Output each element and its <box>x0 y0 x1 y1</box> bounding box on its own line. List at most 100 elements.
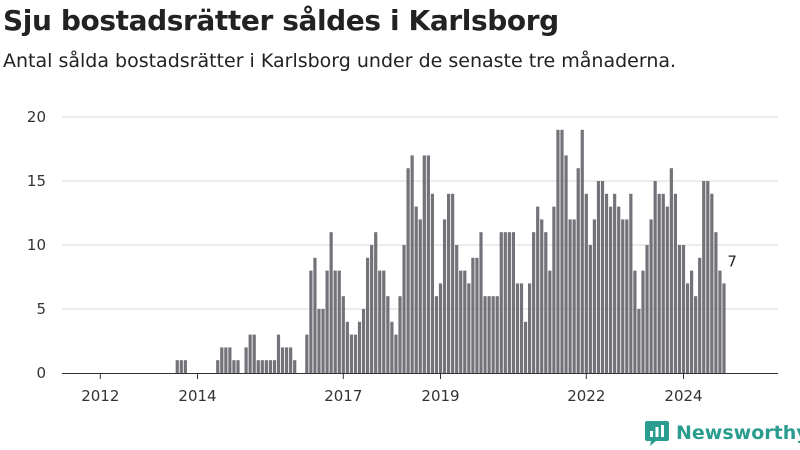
bar <box>515 283 520 373</box>
bar <box>260 360 264 373</box>
bar <box>434 296 439 373</box>
bar <box>544 232 548 373</box>
bar <box>216 360 220 373</box>
bar <box>414 206 418 373</box>
bar <box>560 129 564 373</box>
bar <box>483 296 487 373</box>
bar <box>588 245 592 373</box>
bar <box>580 129 584 373</box>
highlight-value-label: 7 <box>727 252 737 270</box>
chart-title: Sju bostadsrätter såldes i Karlsborg <box>3 4 559 37</box>
bar <box>402 245 406 373</box>
x-tick-label: 2019 <box>421 387 459 405</box>
bar <box>702 181 706 373</box>
bar <box>276 334 281 373</box>
bar <box>710 193 714 373</box>
bar <box>361 309 366 373</box>
bar <box>345 321 349 373</box>
y-tick-label: 15 <box>27 172 46 190</box>
bar <box>175 360 179 373</box>
bar <box>224 347 228 373</box>
bar <box>317 309 321 373</box>
bar <box>220 347 224 373</box>
bar <box>471 257 475 373</box>
y-tick-label: 20 <box>27 108 46 126</box>
bar <box>673 193 677 373</box>
bar <box>370 245 374 373</box>
bar <box>378 270 382 373</box>
bar <box>592 219 596 373</box>
bar <box>495 296 499 373</box>
bar <box>645 245 649 373</box>
bar <box>357 321 362 373</box>
bar <box>629 193 633 373</box>
y-tick-label: 10 <box>27 236 46 254</box>
bar <box>572 219 576 373</box>
bar <box>305 334 309 373</box>
bar <box>511 232 515 373</box>
bar <box>661 193 665 373</box>
bar <box>366 257 370 373</box>
bar <box>451 193 455 373</box>
bar <box>183 360 187 373</box>
y-tick-label: 5 <box>36 300 46 318</box>
bar <box>621 219 625 373</box>
x-tick-label: 2022 <box>567 387 605 405</box>
bar <box>463 270 467 373</box>
bar <box>576 168 580 373</box>
bar <box>507 232 511 373</box>
bar <box>374 232 378 373</box>
bar <box>228 347 232 373</box>
bar <box>499 232 503 373</box>
bar <box>677 245 682 373</box>
bar <box>321 309 325 373</box>
bar <box>390 321 394 373</box>
bar <box>325 270 329 373</box>
bar <box>584 193 588 373</box>
bar <box>232 360 236 373</box>
bar <box>718 270 722 373</box>
bar <box>714 232 718 373</box>
bar <box>665 206 669 373</box>
bar <box>613 193 617 373</box>
bar <box>641 270 645 373</box>
bar <box>386 296 390 373</box>
bar <box>609 206 613 373</box>
bar <box>694 296 698 373</box>
bar <box>568 219 572 373</box>
bar <box>657 193 661 373</box>
bar <box>491 296 495 373</box>
bar <box>685 283 690 373</box>
bar <box>280 347 285 373</box>
bar <box>410 155 414 373</box>
bar <box>313 257 317 373</box>
bar <box>248 334 252 373</box>
bar <box>341 296 345 373</box>
bar <box>447 193 451 373</box>
bar <box>179 360 183 373</box>
bar <box>418 219 422 373</box>
bar <box>479 232 483 373</box>
bar <box>353 334 358 373</box>
bar <box>459 270 463 373</box>
bar <box>637 309 641 373</box>
axes: 0 5 10 15 20 7 2012 2014 2017 2019 2022 2024 <box>27 108 778 405</box>
bar <box>406 168 410 373</box>
bar <box>442 219 447 373</box>
bar <box>532 232 536 373</box>
bar <box>596 181 601 373</box>
bar <box>475 257 479 373</box>
bar <box>698 257 702 373</box>
bar <box>349 334 353 373</box>
bar <box>422 155 426 373</box>
bar <box>690 270 694 373</box>
bar <box>382 270 386 373</box>
bar <box>268 360 272 373</box>
bar <box>681 245 686 373</box>
bars <box>175 129 726 373</box>
bar <box>556 129 560 373</box>
bar <box>625 219 629 373</box>
bar <box>272 360 277 373</box>
bar <box>649 219 653 373</box>
